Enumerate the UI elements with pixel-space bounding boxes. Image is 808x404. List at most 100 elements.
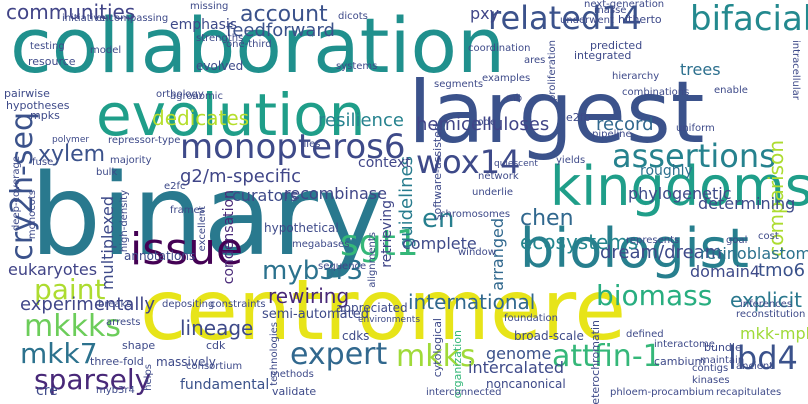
word: testing xyxy=(30,41,65,52)
word: chen xyxy=(520,206,574,231)
word: mkk7 xyxy=(20,337,98,370)
word: ares xyxy=(524,55,546,66)
word: feedforward xyxy=(226,20,335,41)
word: quiescent xyxy=(494,159,538,169)
word: defined xyxy=(626,329,664,340)
word: bulk xyxy=(96,167,118,178)
word: hypothetical xyxy=(264,221,339,235)
word: bifacial xyxy=(690,0,808,39)
word: rewiring xyxy=(268,284,350,308)
word: monopteros6 xyxy=(180,127,406,167)
word: experimentally xyxy=(20,294,156,315)
word: excellent xyxy=(197,206,208,252)
word: systems xyxy=(336,61,378,72)
word: mpks xyxy=(30,109,60,122)
word: megabases xyxy=(292,239,350,250)
word: resilience xyxy=(318,110,404,131)
word: lineage xyxy=(180,316,254,340)
word: centromere xyxy=(140,261,626,359)
word: inferences xyxy=(740,299,793,310)
word: myb3r4 xyxy=(96,385,135,396)
word: hierarchy xyxy=(612,71,660,82)
word: enable xyxy=(714,85,748,96)
word: proliferation xyxy=(547,40,558,101)
word: condensation xyxy=(221,190,237,285)
word: explicit xyxy=(730,288,802,312)
word: cost xyxy=(758,231,779,242)
word: complete xyxy=(402,234,477,253)
word: phloem-procambium xyxy=(610,387,715,398)
word: related14 xyxy=(488,0,642,37)
word: multiplexed xyxy=(98,196,117,291)
word: lbd4 xyxy=(728,339,798,377)
word: agronomic xyxy=(170,91,223,102)
word: mkk-mpk xyxy=(740,324,808,343)
word: record xyxy=(596,114,654,135)
word: international xyxy=(408,290,536,314)
word: represents xyxy=(626,235,680,246)
word: cre xyxy=(36,383,58,399)
word: massively xyxy=(156,355,216,369)
word: code xyxy=(472,117,497,128)
word: retrieving xyxy=(379,200,395,268)
word: orthology xyxy=(156,89,204,100)
word: mkks xyxy=(396,339,476,374)
word: wox14 xyxy=(416,143,521,181)
word: xylem xyxy=(38,142,106,167)
word: biomass xyxy=(596,279,713,312)
word: evolution xyxy=(96,81,366,149)
word: dedicates xyxy=(152,106,250,130)
word: retinoblastoma xyxy=(700,244,808,263)
word: coordination xyxy=(468,43,531,54)
word: hypotheses xyxy=(6,99,70,112)
word: polymer xyxy=(52,135,90,145)
word: missing xyxy=(190,1,229,12)
word: trees xyxy=(680,60,721,79)
word: initiative xyxy=(62,13,106,24)
word: window xyxy=(458,247,496,258)
word: next-generation xyxy=(584,0,665,10)
word: deep-coverage xyxy=(11,156,22,232)
word: one-third xyxy=(226,39,272,50)
word: fundamental xyxy=(180,377,270,393)
word: three-fold xyxy=(90,355,144,368)
word: chromosomes xyxy=(440,209,511,220)
word: hemicelluloses xyxy=(416,114,550,135)
word: dream/dream xyxy=(600,242,723,263)
word: kinases xyxy=(692,375,730,386)
word: flies xyxy=(300,139,321,150)
word: domain4 xyxy=(690,262,761,281)
word: uniform xyxy=(676,123,715,134)
word: collaboration xyxy=(10,1,506,90)
word: genome xyxy=(486,344,552,363)
word: repressor-type xyxy=(108,135,181,146)
word: attfin-1 xyxy=(552,339,662,374)
word: issue xyxy=(130,224,244,275)
word: biologist xyxy=(520,217,749,280)
word: breaks xyxy=(98,299,132,310)
word: sgt1 xyxy=(340,223,419,264)
word: emphasis xyxy=(170,17,238,33)
word: yields xyxy=(556,155,586,166)
word: recapitulates xyxy=(716,387,782,398)
word: pxy xyxy=(470,4,500,23)
word: myb3r3 xyxy=(262,256,363,286)
word: appreciated xyxy=(336,301,408,315)
word: cdks xyxy=(342,329,370,343)
word: integrated xyxy=(574,49,632,62)
word: arrests xyxy=(106,317,141,328)
word: environments xyxy=(358,315,421,325)
word: en xyxy=(422,204,455,234)
word: underwent xyxy=(560,15,614,26)
word: ancient xyxy=(736,361,774,372)
word: dicots xyxy=(338,11,368,22)
word: phylogenetic xyxy=(628,184,732,203)
word: sequence xyxy=(318,261,367,272)
word: software-assisted xyxy=(431,124,444,221)
word: communities xyxy=(6,0,136,24)
word: largest xyxy=(408,63,705,163)
word: contigs xyxy=(692,363,729,374)
word: sparsely xyxy=(34,363,152,396)
word: e2fb xyxy=(566,111,591,124)
